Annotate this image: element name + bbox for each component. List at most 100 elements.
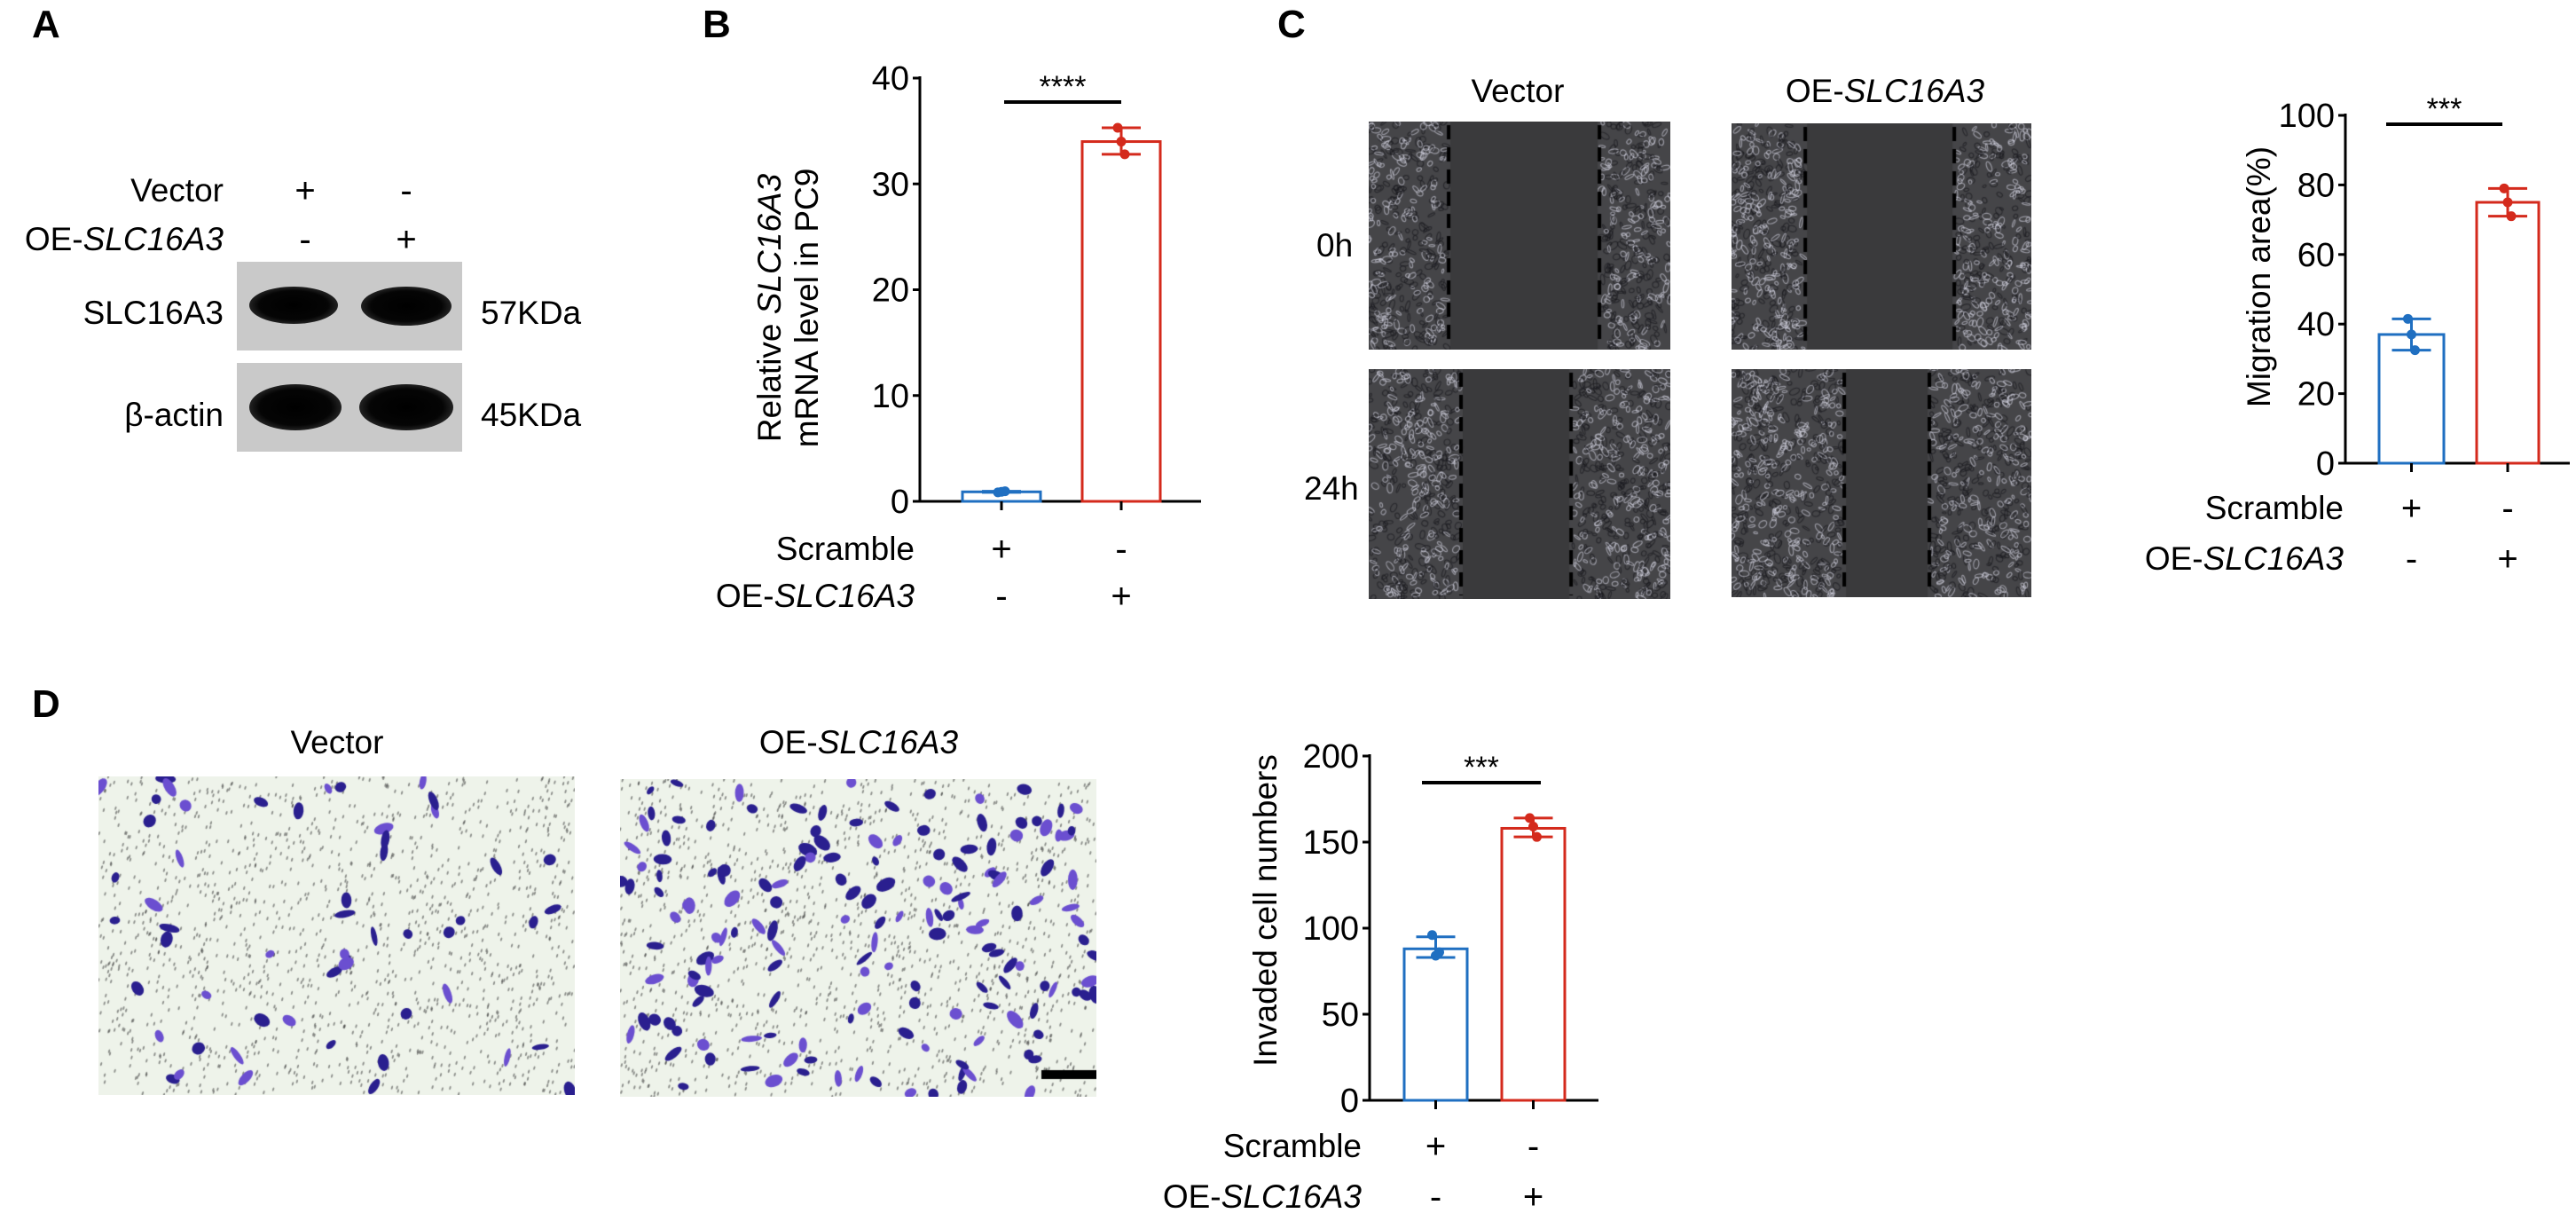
data-point [2407, 329, 2416, 340]
y-axis-label-d: Invaded cell numbers [1247, 754, 1284, 1067]
label-prefix: OE- [715, 578, 774, 614]
row-label-vector: Vector [130, 172, 224, 209]
condition-mark: - [1527, 1127, 1540, 1166]
condition-mark: + [1522, 1178, 1544, 1217]
y-tick-label: 20 [872, 272, 909, 310]
significance-stars: *** [1464, 751, 1499, 784]
data-point [1116, 137, 1127, 147]
label-prefix: OE- [758, 724, 818, 760]
column-title-vector: Vector [290, 724, 384, 760]
condition-mark: - [2405, 540, 2418, 579]
gene-name: SLC16A3 [2203, 540, 2344, 577]
mark: - [299, 220, 311, 259]
label-prefix: OE- [1162, 1178, 1221, 1215]
data-point [2506, 211, 2517, 222]
molecular-weight-57kda: 57KDa [481, 295, 582, 331]
condition-mark: + [1425, 1127, 1447, 1166]
y-tick-label: 10 [872, 378, 909, 415]
label-prefix: OE- [24, 221, 83, 257]
y-tick-label: 80 [2297, 167, 2335, 204]
chart-C: 0 20 40 60 80 100 *** [2279, 92, 2570, 483]
blot-image-slc16a3 [237, 262, 462, 351]
column-title-oe: OE-SLC16A3 [1774, 74, 1996, 109]
condition-mark: - [1429, 1178, 1442, 1217]
y-tick-label: 150 [1303, 824, 1359, 862]
data-point [1525, 813, 1535, 823]
data-point [1528, 822, 1538, 832]
condition-label: Scramble [775, 531, 915, 567]
condition-mark: - [995, 577, 1008, 616]
condition-mark: + [2497, 540, 2518, 579]
protein-label-slc16a3: SLC16A3 [82, 295, 224, 331]
y-tick-label: 30 [872, 166, 909, 203]
chart-D: 0 50 100 150 200 *** [1303, 738, 1598, 1120]
significance-stars: **** [1040, 70, 1087, 104]
mark: + [396, 220, 417, 259]
data-point [2499, 183, 2509, 193]
y-tick-label: 100 [1303, 910, 1359, 948]
condition-label: OE-SLC16A3 [2077, 541, 2344, 577]
bar-oe-slc16a3 [1500, 826, 1567, 1102]
condition-mark: - [1115, 530, 1127, 569]
y-tick-label: 100 [2279, 98, 2335, 135]
gene-name: SLC16A3 [1221, 1178, 1362, 1215]
bar-scramble [2377, 333, 2446, 465]
significance-stars: *** [2427, 92, 2462, 126]
micrograph-oe-24h [1732, 369, 2031, 597]
bar-oe-slc16a3 [2475, 201, 2541, 465]
y-tick-label: 0 [891, 484, 909, 521]
y-axis-label-b: Relative SLC16A3 mRNA level in PC9 [751, 169, 826, 448]
label-prefix: OE- [1785, 73, 1844, 109]
micrograph-transwell-vector [98, 776, 575, 1095]
condition-mark: + [1111, 577, 1132, 616]
row-label-oe: OE-SLC16A3 [0, 222, 224, 257]
y-axis-label-c: Migration area(%) [2241, 146, 2277, 408]
y-tick-label: 60 [2297, 237, 2335, 274]
column-title-oe: OE-SLC16A3 [748, 725, 970, 760]
ylabel-prefix: Relative [751, 314, 788, 443]
gene-name: SLC16A3 [82, 221, 224, 257]
micrograph-transwell-oe [620, 779, 1096, 1097]
data-point [1112, 122, 1123, 133]
condition-label: OE-SLC16A3 [648, 579, 915, 614]
micrograph-vector-24h [1369, 369, 1670, 599]
y-tick-label: 200 [1303, 738, 1359, 776]
condition-label: OE-SLC16A3 [1096, 1179, 1362, 1215]
label-prefix: OE- [2144, 540, 2203, 577]
column-title-vector: Vector [1471, 73, 1565, 109]
micrograph-oe-0h [1732, 123, 2031, 350]
mark: + [295, 171, 316, 210]
condition-mark: - [2501, 489, 2514, 528]
protein-label-beta-actin: β-actin [124, 397, 224, 433]
y-tick-label: 0 [1340, 1083, 1359, 1120]
panel-label-c: C [1277, 3, 1306, 46]
data-point [2403, 313, 2413, 324]
data-point [1427, 930, 1437, 941]
condition-mark: + [2400, 489, 2423, 528]
data-point [1000, 486, 1010, 497]
y-tick-label: 40 [872, 60, 909, 98]
y-tick-label: 0 [2316, 445, 2335, 483]
y-tick-label: 40 [2297, 306, 2335, 343]
data-point [1532, 831, 1542, 842]
gene-name: SLC16A3 [751, 173, 788, 315]
condition-label: Scramble [1222, 1128, 1362, 1164]
panel-label-b: B [703, 3, 731, 46]
data-point [2410, 345, 2420, 356]
gene-name: SLC16A3 [774, 578, 915, 614]
bar-oe-slc16a3 [1080, 140, 1162, 503]
ylabel-line2: mRNA level in PC9 [789, 168, 825, 448]
condition-mark: + [991, 530, 1012, 569]
bar-scramble [1402, 947, 1469, 1102]
row-label-24h: 24h [1304, 470, 1359, 507]
data-point [2502, 197, 2513, 208]
row-label-0h: 0h [1316, 227, 1354, 264]
condition-label: Scramble [2204, 490, 2344, 526]
mark: - [400, 171, 412, 210]
chart-B: 0 10 20 30 40 **** [872, 60, 1201, 521]
gene-name: SLC16A3 [817, 724, 959, 760]
blot-image-beta-actin [237, 363, 462, 452]
panel-label-a: A [32, 3, 60, 46]
gene-name: SLC16A3 [1843, 73, 1985, 109]
